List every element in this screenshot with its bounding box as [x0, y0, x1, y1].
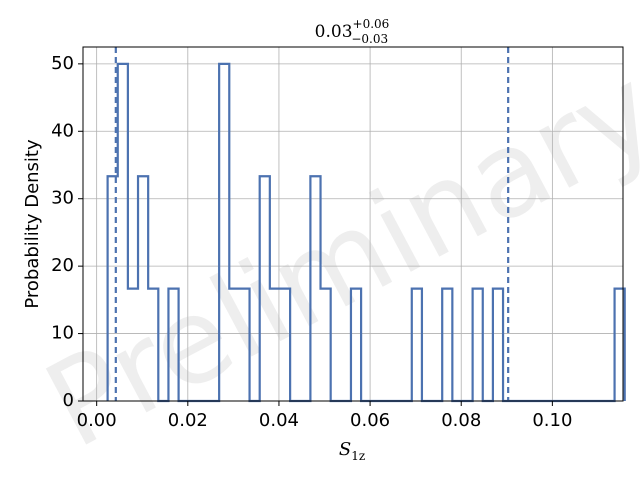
- histogram-bin: [442, 289, 452, 401]
- y-tick-label: 10: [51, 323, 74, 344]
- title-value: 0.03: [315, 22, 353, 42]
- y-tick-label: 0: [63, 390, 74, 411]
- y-tick-label: 30: [51, 188, 74, 209]
- x-tick-label: 0.06: [350, 410, 390, 431]
- histogram-bin: [473, 289, 483, 401]
- y-axis-label: Probability Density: [22, 139, 43, 309]
- grid-lines: [83, 47, 623, 402]
- y-axis-ticks: 0 10 20 30 40 50: [51, 53, 83, 411]
- x-tick-label: 0.02: [168, 410, 208, 431]
- x-tick-label: 0.04: [259, 410, 299, 431]
- title-lower-error: −0.03: [351, 32, 388, 46]
- x-axis-label-subscript: 1z: [351, 449, 365, 463]
- x-axis-label-base: S: [339, 439, 351, 460]
- x-tick-label: 0.08: [441, 410, 481, 431]
- x-tick-label: 0.00: [77, 410, 117, 431]
- histogram-bin: [412, 289, 422, 401]
- x-axis-label: S1z: [339, 439, 365, 463]
- plot-frame: [82, 46, 624, 402]
- y-tick-label: 20: [51, 255, 74, 276]
- title-upper-error: +0.06: [353, 17, 390, 31]
- credible-interval-lines: [114, 47, 510, 401]
- x-tick-label: 0.10: [532, 410, 572, 431]
- y-tick-label: 40: [51, 120, 74, 141]
- y-tick-label: 50: [51, 53, 74, 74]
- x-axis-ticks: 0.00 0.02 0.04 0.06 0.08 0.10: [77, 401, 572, 431]
- histogram-bin: [493, 289, 503, 401]
- chart-title: 0.03+0.06 −0.03: [315, 17, 390, 46]
